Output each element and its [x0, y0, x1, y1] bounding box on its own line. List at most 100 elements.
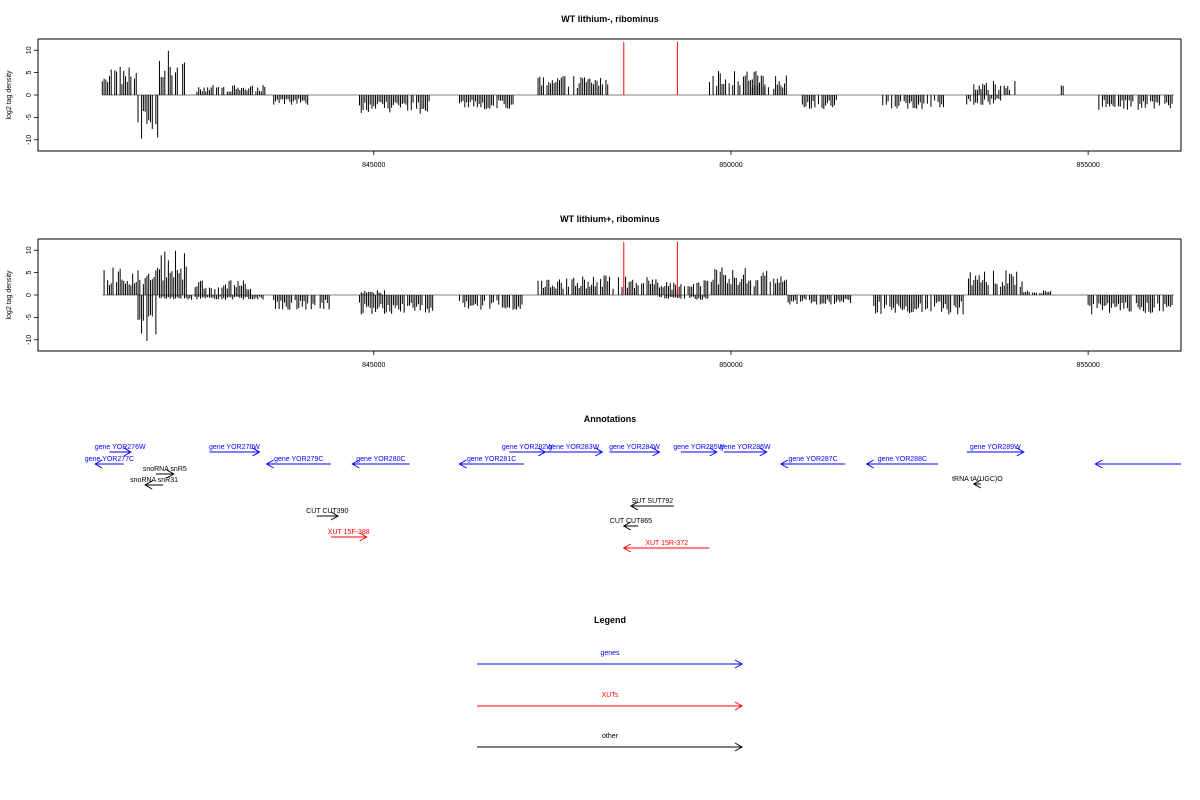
legend: Legend genes XUTs other: [477, 615, 744, 752]
annotations-track: Annotations gene YOR276W gene YOR277C snoR…: [85, 414, 1181, 553]
feature-label: gene YOR285W: [673, 444, 724, 451]
feature-list: gene YOR276W gene YOR277C snoRNA snR5 snoRN…: [85, 444, 1181, 553]
arrowhead-icon: [734, 742, 744, 752]
density-panel-lithium-plus: WT lithium+, ribominus log2 tag density …: [6, 214, 1182, 369]
annotations-title: Annotations: [584, 414, 637, 424]
feature-label: gene YOR278W: [209, 444, 260, 451]
feature-gene: gene YOR289W: [966, 444, 1025, 457]
y-tick-label: -5: [26, 314, 33, 320]
x-tick-label: 850000: [719, 162, 742, 169]
feature-label: CUT CUT865: [610, 518, 652, 525]
feature-label: gene YOR288C: [878, 456, 927, 463]
y-axis-label: log2 tag density: [6, 270, 13, 320]
feature-label: gene YOR282W: [502, 444, 553, 451]
y-tick-label: -10: [26, 335, 33, 345]
y-tick-label: 10: [26, 46, 33, 54]
arrowhead-icon: [458, 459, 467, 469]
feature-gene: gene YOR277C: [85, 456, 134, 469]
legend-item: other: [477, 733, 744, 752]
x-tick-label: 850000: [719, 362, 742, 369]
arrowhead-icon: [622, 543, 632, 553]
arrowhead-icon: [865, 459, 874, 469]
feature-label: XUT 15R-372: [645, 540, 688, 547]
arrowhead-icon: [734, 701, 744, 711]
y-axis: 10 5 0 -5 -10: [26, 46, 38, 145]
feature-other: CUT CUT865: [610, 518, 652, 531]
feature-gene: gene YOR282W: [502, 444, 553, 457]
feature-gene: [1094, 459, 1181, 469]
legend-label: XUTs: [602, 692, 619, 699]
legend-item: XUTs: [477, 692, 744, 711]
density-panel-lithium-minus: WT lithium-, ribominus log2 tag density …: [6, 14, 1182, 169]
feature-label: gene YOR283W: [548, 444, 599, 451]
feature-gene: gene YOR278W: [209, 444, 261, 457]
feature-other: CUT CUT390: [306, 508, 349, 521]
feature-gene: gene YOR284W: [609, 444, 661, 457]
feature-gene: gene YOR286W: [720, 444, 771, 457]
legend-item: genes: [477, 650, 744, 669]
feature-label: snoRNA snR5: [143, 466, 187, 473]
y-tick-label: 5: [26, 271, 33, 275]
feature-gene: gene YOR283W: [545, 444, 604, 457]
arrowhead-icon: [709, 447, 718, 457]
feature-gene: gene YOR288C: [865, 456, 939, 469]
y-tick-label: 0: [26, 93, 33, 97]
arrowhead-icon: [144, 480, 153, 490]
feature-other: SUT SUT792: [629, 498, 674, 511]
feature-label: snoRNA snR31: [130, 477, 178, 484]
feature-xut: XUT 15F-388: [328, 529, 370, 542]
x-axis: 845000 850000 855000: [362, 351, 1100, 369]
y-axis-label: log2 tag density: [6, 70, 13, 120]
feature-label: gene YOR286W: [720, 444, 771, 451]
arrowhead-icon: [537, 447, 547, 457]
feature-gene: gene YOR285W: [673, 444, 725, 457]
arrowhead-icon: [972, 479, 982, 489]
feature-label: SUT SUT792: [632, 498, 674, 505]
x-tick-label: 845000: [362, 362, 385, 369]
feature-other: snoRNA snR5: [143, 466, 187, 479]
arrowhead-icon: [359, 532, 368, 542]
feature-gene: gene YOR280C: [351, 456, 410, 469]
feature-gene: gene YOR287C: [779, 456, 846, 469]
legend-label: genes: [600, 650, 620, 657]
density-bars: [102, 250, 1174, 341]
feature-other: snoRNA snR31: [130, 477, 178, 490]
arrowhead-icon: [652, 447, 661, 457]
x-tick-label: 845000: [362, 162, 385, 169]
x-tick-label: 855000: [1076, 162, 1099, 169]
feature-other: tRNA tA(UGC)O: [952, 476, 1003, 489]
arrowhead-icon: [622, 521, 632, 531]
density-bars: [101, 50, 1174, 139]
feature-label: CUT CUT390: [306, 508, 348, 515]
arrowhead-icon: [166, 469, 175, 479]
feature-label: gene YOR276W: [95, 444, 146, 451]
feature-label: gene YOR280C: [356, 456, 405, 463]
arrowhead-icon: [1016, 447, 1025, 457]
feature-xut: XUT 15R-372: [622, 540, 710, 553]
panel-title: WT lithium+, ribominus: [560, 214, 660, 224]
arrowhead-icon: [734, 659, 744, 669]
y-tick-label: -10: [26, 135, 33, 145]
legend-title: Legend: [594, 615, 626, 625]
arrowhead-icon: [123, 447, 132, 457]
arrowhead-icon: [779, 459, 789, 469]
arrowhead-icon: [759, 447, 768, 457]
feature-label: gene YOR284W: [609, 444, 660, 451]
panel-title: WT lithium-, ribominus: [561, 14, 659, 24]
y-tick-label: 5: [26, 71, 33, 75]
feature-gene: gene YOR276W: [95, 444, 146, 457]
feature-label: gene YOR277C: [85, 456, 134, 463]
feature-gene: gene YOR279C: [265, 456, 331, 469]
legend-items: genes XUTs other: [477, 650, 744, 752]
feature-gene: gene YOR281C: [458, 456, 524, 469]
arrowhead-icon: [351, 459, 360, 469]
legend-label: other: [602, 733, 619, 740]
arrowhead-icon: [265, 459, 274, 469]
arrowhead-icon: [252, 447, 261, 457]
arrowhead-icon: [629, 501, 639, 511]
marker-lines: [623, 242, 678, 295]
arrowhead-icon: [1094, 459, 1103, 469]
x-axis: 845000 850000 855000: [362, 151, 1100, 169]
y-tick-label: -5: [26, 114, 33, 120]
